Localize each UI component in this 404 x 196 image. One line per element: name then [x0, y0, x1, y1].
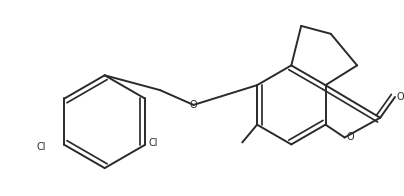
Text: Cl: Cl — [149, 138, 158, 148]
Text: Cl: Cl — [37, 142, 46, 152]
Text: O: O — [397, 92, 404, 102]
Text: O: O — [347, 132, 354, 142]
Text: O: O — [190, 100, 197, 110]
